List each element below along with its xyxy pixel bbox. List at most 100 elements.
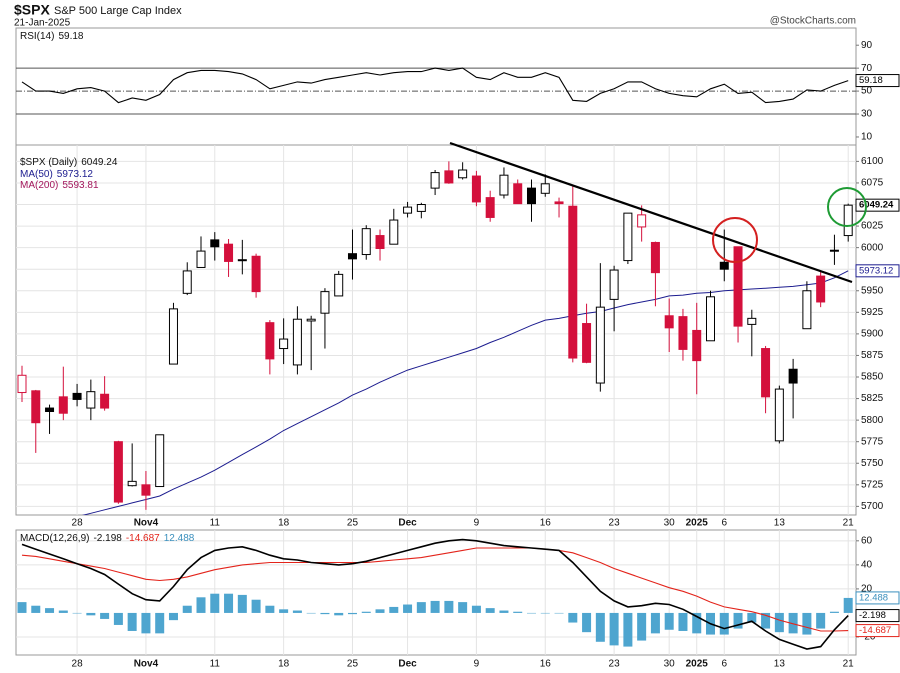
histogram-bar — [141, 612, 151, 634]
y-tick-label: 5925 — [861, 307, 884, 318]
candle-body — [306, 318, 316, 322]
candle-body — [802, 290, 812, 330]
histogram-bar — [361, 611, 371, 613]
value-tag-box — [855, 609, 900, 623]
rsi-value: 59.18 — [58, 31, 83, 42]
candle-body — [265, 322, 275, 360]
candle-body — [375, 235, 385, 249]
histogram-bar — [265, 605, 275, 613]
price-value: 6049.24 — [81, 157, 118, 168]
y-tick-label: 6100 — [861, 156, 884, 167]
y-tick-label: 5875 — [861, 350, 884, 361]
candle-body — [554, 201, 564, 205]
value-tag-box — [855, 264, 900, 278]
macd-legend: MACD(12,26,9) -2.198 -14.687 12.488 — [20, 533, 195, 544]
candle-body — [609, 269, 619, 300]
candle-body — [829, 249, 839, 252]
macd-line — [21, 538, 849, 650]
candle-body — [513, 183, 523, 205]
histogram-bar — [196, 597, 206, 613]
y-tick-label: 20 — [861, 584, 873, 595]
y-tick-label: 50 — [861, 86, 873, 97]
index-name: S&P 500 Large Cap Index — [54, 5, 182, 17]
histogram-bar — [499, 610, 509, 613]
histogram-bar — [17, 602, 27, 613]
candle-body — [237, 259, 247, 262]
x-tick-label: 25 — [347, 659, 359, 670]
candle-body — [623, 212, 633, 262]
candle-body — [595, 306, 605, 384]
x-tick-label: 16 — [540, 518, 552, 529]
y-tick-label: 5850 — [861, 372, 884, 383]
histogram-bar — [416, 602, 426, 613]
green-circle — [827, 187, 867, 227]
histogram-bar — [623, 612, 633, 647]
candle-body — [471, 175, 481, 203]
symbol: $SPX — [14, 2, 50, 18]
candle-body — [664, 315, 674, 329]
candle-body — [210, 239, 220, 248]
plot-layer: 9070503010610060756050602560005975595059… — [15, 27, 900, 670]
candle-body — [58, 396, 68, 414]
histogram-bar — [113, 612, 123, 625]
histogram-bar — [210, 593, 220, 613]
histogram-bar — [279, 609, 289, 613]
histogram-bar — [334, 612, 344, 616]
histogram-bar — [86, 612, 96, 616]
histogram-bar — [251, 599, 261, 613]
x-tick-label: 25 — [347, 518, 359, 529]
candle-body — [747, 317, 757, 325]
y-tick-label: 5950 — [861, 285, 884, 296]
candle-body — [719, 261, 729, 270]
x-tick-label: 21 — [843, 659, 855, 670]
histogram-bar — [637, 612, 647, 641]
histogram-bar — [595, 612, 605, 642]
candle-body — [347, 253, 357, 260]
x-tick-label: 6 — [721, 518, 727, 529]
candle-body — [540, 183, 550, 194]
x-tick-label: 18 — [278, 659, 290, 670]
candle-body — [568, 205, 578, 359]
histogram-bar — [733, 612, 743, 629]
candle-body — [499, 174, 509, 196]
histogram-bar — [168, 612, 178, 621]
x-tick-label: 23 — [609, 518, 621, 529]
value-tag-box — [855, 74, 900, 88]
histogram-bar — [843, 597, 853, 613]
macd-name: MACD(12,26,9) — [20, 533, 89, 544]
candle-body — [678, 316, 688, 350]
candle-body — [182, 270, 192, 294]
x-tick-label: 18 — [278, 518, 290, 529]
candle-body — [430, 172, 440, 189]
candle-body — [403, 206, 413, 214]
x-tick-label: 30 — [664, 659, 676, 670]
candle-body — [196, 250, 206, 268]
plot-area — [17, 538, 853, 650]
macd-value: -2.198 — [93, 533, 122, 544]
x-tick-label: 9 — [474, 659, 480, 670]
x-tick-label: Dec — [398, 518, 417, 529]
panel-frame — [15, 144, 857, 516]
source: @StockCharts.com — [770, 16, 856, 27]
histogram-bar — [554, 612, 564, 614]
candle-body — [361, 228, 371, 256]
candle-body — [100, 393, 110, 409]
x-tick-label: 30 — [664, 518, 676, 529]
candle-body — [692, 329, 702, 362]
candle-body — [155, 434, 165, 488]
histogram-bar — [774, 612, 784, 633]
value-tag: -2.198 — [859, 610, 886, 621]
candle-body — [279, 338, 289, 350]
value-tag: 5973.12 — [859, 265, 893, 276]
ma50-legend: MA(50) 5973.12 — [20, 169, 93, 180]
candle-body — [774, 388, 784, 442]
y-tick-label: 5775 — [861, 436, 884, 447]
histogram-bar — [802, 612, 812, 635]
y-tick-label: 60 — [861, 535, 873, 546]
candle-body — [650, 241, 660, 274]
signal-value: -14.687 — [126, 533, 160, 544]
value-tag: 6049.24 — [859, 200, 894, 211]
x-tick-label: 21 — [843, 518, 855, 529]
candle-body — [389, 219, 399, 245]
candle-body — [251, 255, 261, 293]
